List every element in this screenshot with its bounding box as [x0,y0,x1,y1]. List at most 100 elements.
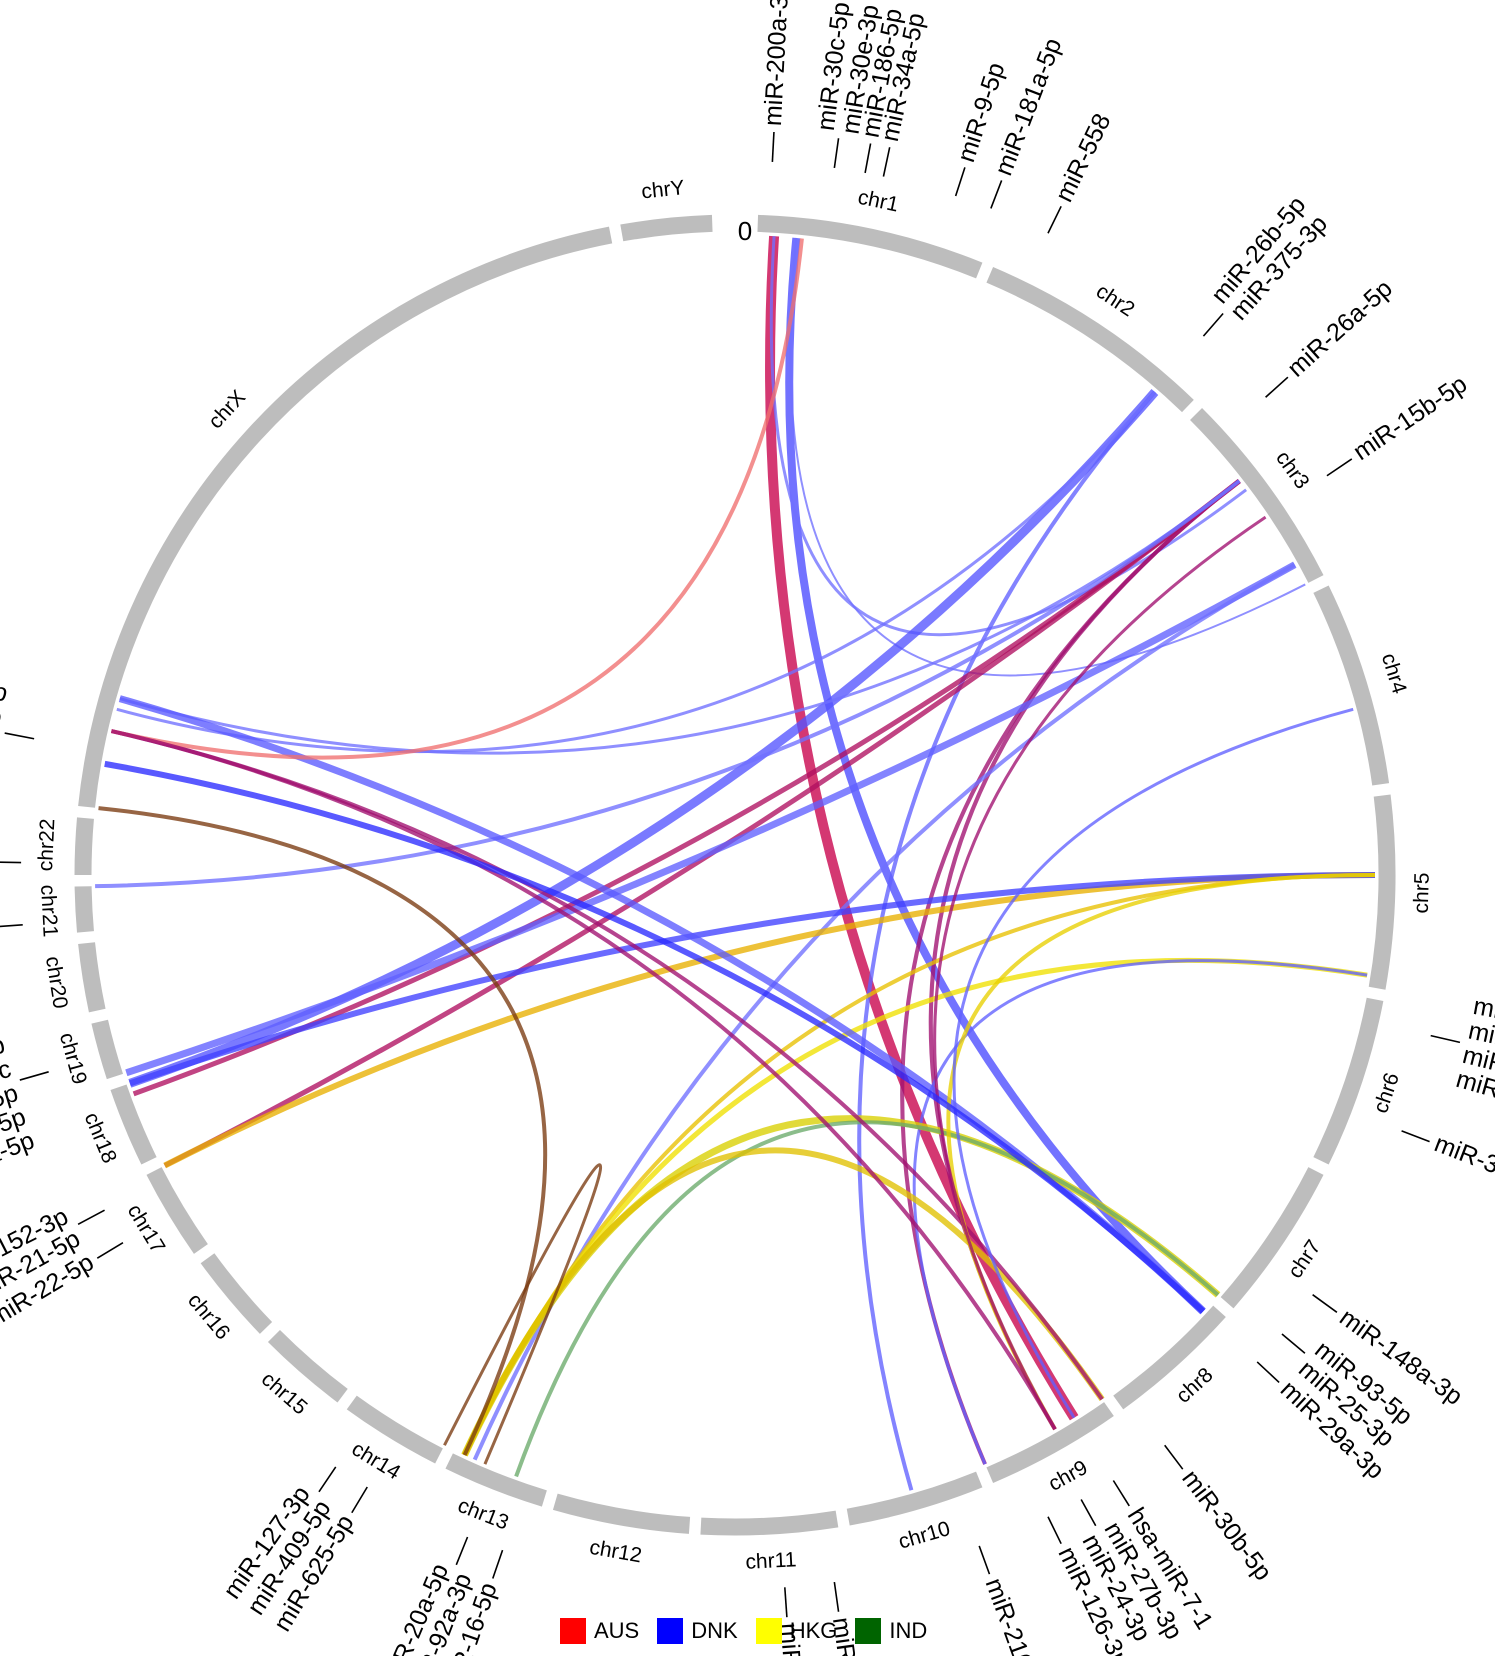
chromosome-segment-chr10 [846,1471,983,1526]
legend: AUS DNK HKG IND [560,1618,927,1644]
chromosome-label-chr14: chr14 [348,1437,405,1484]
chromosome-segment-chr18 [110,1084,157,1165]
mirna-tick [990,180,1003,209]
mirna-label: miR-188-3p [0,678,4,732]
legend-label: IND [889,1618,928,1643]
chord-link [125,561,1297,1077]
mirna-label: miR-26a-5p [1282,274,1398,382]
mirna-tick [1047,1516,1062,1545]
chromosome-segment-chr13 [445,1453,547,1507]
chromosome-label-chr7: chr7 [1284,1236,1326,1283]
chromosome-label-chr16: chr16 [183,1289,234,1344]
mirna-label: miR-30b-5p [1176,1465,1277,1586]
mirna-tick [833,138,840,169]
chromosome-label-chr8: chr8 [1172,1363,1218,1407]
mirna-tick [1164,1444,1184,1470]
mirna-tick [455,1536,469,1566]
mirna-tick [1326,458,1353,477]
chromosome-label-chr19: chr19 [55,1030,91,1087]
legend-swatch [855,1618,882,1644]
mirna-tick [96,1242,124,1259]
mirna-tick [4,732,35,740]
chromosome-segment-chr21 [74,886,94,933]
mirna-label: miR-222-3p [0,649,10,707]
mirna-tick [978,1545,991,1575]
start-position-label: 0 [738,216,752,246]
chromosome-label-chrX: chrX [204,386,250,433]
legend-item-dnk: DNK [657,1618,738,1644]
chord-link [472,562,1296,1461]
mirna-tick [1401,1130,1430,1143]
chromosome-label-chr17: chr17 [123,1200,170,1257]
chord-link [785,237,1206,1315]
chromosome-segment-chr12 [552,1493,691,1534]
mirna-tick [1256,1361,1280,1383]
chromosome-segment-chr17 [146,1167,208,1254]
chromosome-label-chr15: chr15 [257,1368,312,1420]
chromosome-segment-chr14 [346,1395,443,1464]
chromosome-segment-chr16 [200,1253,273,1334]
chromosome-label-chr20: chr20 [41,955,72,1010]
mirna-tick [954,167,966,197]
chromosome-label-chr4: chr4 [1377,651,1411,697]
legend-label: DNK [691,1618,738,1643]
chord-link [116,391,1157,754]
mirna-tick [318,1466,337,1493]
legend-item-aus: AUS [560,1618,639,1644]
chord-links [95,235,1376,1491]
chord-link [765,235,1079,1421]
chord-link [514,1120,1220,1478]
chromosome-label-chr2: chr2 [1092,280,1139,322]
chromosome-label-chr12: chr12 [588,1536,644,1568]
chromosome-segment-chr9 [986,1402,1114,1483]
mirna-label: miR-15b-5p [1348,370,1472,466]
mirna-label: miR-30a-5p [1431,1129,1495,1202]
chromosome-label-chr22: chr22 [34,818,59,871]
chromosome-label-chr13: chr13 [455,1494,512,1535]
legend-swatch [560,1618,586,1644]
chromosome-label-chr10: chr10 [896,1517,953,1554]
mirna-tick [833,1581,840,1612]
chord-link [95,479,1241,889]
legend-swatch [657,1618,684,1644]
mirna-tick [19,1071,49,1081]
chord-link [163,479,1241,1168]
chromosome-label-chr9: chr9 [1045,1456,1092,1496]
chord-link [952,707,1354,1419]
chord-link [163,872,1376,1169]
mirna-tick [1312,1294,1338,1313]
chromosome-segment-chr19 [91,1019,124,1080]
mirna-label: miR-200a-3p [759,0,795,127]
chromosome-segment-chr6 [1313,997,1384,1165]
chromosome-segment-chrY [620,214,713,242]
legend-label: HKG [789,1618,838,1643]
chromosome-label-chr18: chr18 [80,1109,121,1166]
mirna-tick [882,147,891,177]
mirna-tick [492,1549,504,1579]
chromosome-segment-chr22 [74,817,94,876]
chromosome-segment-chr1 [757,214,983,279]
chord-link [110,729,1057,1431]
chromosome-segment-chr3 [1190,407,1324,583]
legend-item-ind: IND [855,1618,927,1644]
chromosome-label-chr5: chr5 [1410,872,1434,913]
mirna-tick [1047,205,1062,234]
mirna-tick [784,1587,788,1618]
chromosome-segment-chr11 [700,1510,839,1536]
chromosome-label-chrY: chrY [640,176,685,203]
chromosome-segment-chr15 [267,1330,348,1403]
chromosome-segment-chr5 [1368,794,1396,990]
chord-link [98,806,548,1456]
chromosome-segment-chr2 [986,267,1194,413]
chord-link [119,479,1241,755]
mirna-label: miR-558 [1050,109,1117,206]
chromosome-segment-chr7 [1220,1167,1324,1309]
mirna-label: miR-125a-5p [0,1126,38,1203]
mirna-tick [1430,1034,1461,1044]
mirna-tick [1202,312,1224,337]
chromosome-segment-chrX [78,226,613,808]
mirna-label: miR-181a-5p [989,34,1067,179]
legend-item-hkg: HKG [755,1618,838,1644]
mirna-label: miR-340-3p [1453,1065,1495,1128]
